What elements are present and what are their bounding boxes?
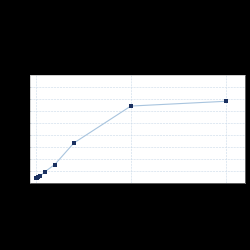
Point: [34, 176, 38, 180]
Point: [53, 162, 57, 166]
Point: [224, 99, 228, 103]
X-axis label: Human MSC
Concentration (ng/ml): Human MSC Concentration (ng/ml): [99, 193, 176, 207]
Point: [43, 170, 47, 173]
Point: [35, 176, 39, 180]
Y-axis label: OD: OD: [8, 124, 14, 134]
Point: [36, 175, 40, 179]
Point: [129, 104, 133, 108]
Point: [38, 174, 42, 178]
Point: [72, 141, 76, 145]
